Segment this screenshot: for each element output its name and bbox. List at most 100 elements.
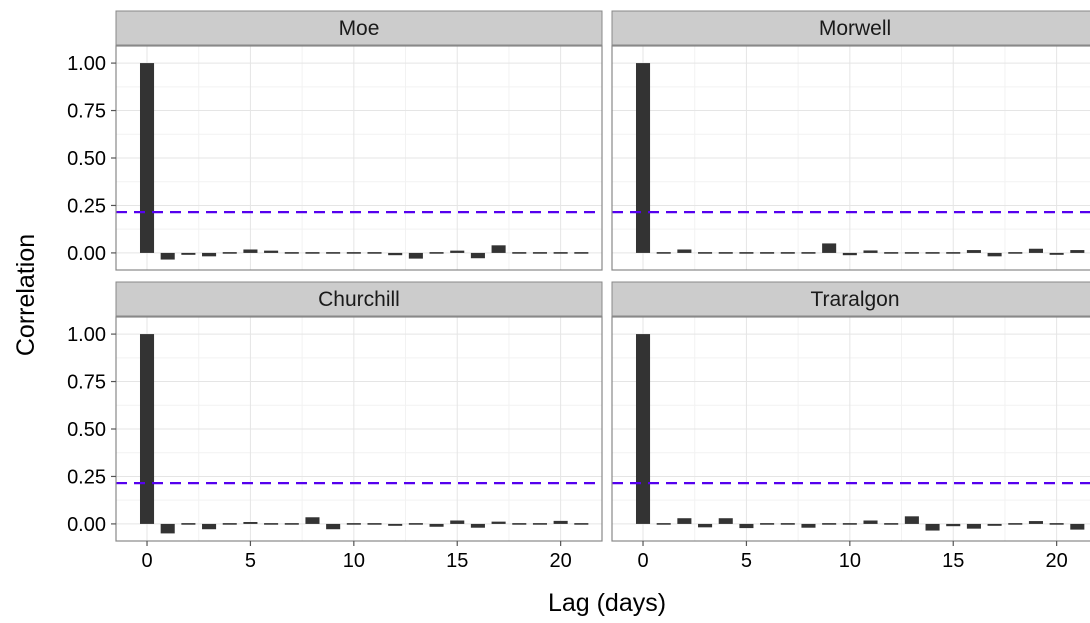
acf-bar	[243, 522, 258, 524]
acf-bar	[987, 252, 1002, 257]
panel-border	[611, 316, 1090, 542]
acf-bar	[1049, 523, 1064, 525]
x-tick-label: 15	[942, 550, 964, 572]
acf-bar	[739, 523, 754, 529]
y-tick-label: 0.75	[67, 372, 106, 394]
acf-bar	[946, 252, 961, 254]
acf-bar	[925, 252, 940, 254]
facet-strip-label: Traralgon	[810, 288, 899, 311]
acf-bar	[305, 252, 320, 254]
acf-bar	[264, 250, 279, 253]
acf-bar	[904, 516, 919, 524]
acf-bar	[946, 523, 961, 527]
acf-bar	[284, 523, 299, 525]
acf-bar	[160, 252, 175, 260]
facet-strip	[115, 281, 603, 317]
acf-bar	[408, 523, 423, 525]
acf-bar	[842, 523, 857, 525]
acf-bar	[264, 523, 279, 525]
acf-bar	[1070, 250, 1085, 253]
acf-bar	[222, 252, 237, 254]
facet-strip-label: Churchill	[318, 288, 400, 311]
acf-bar	[801, 523, 816, 528]
acf-bar	[760, 252, 775, 254]
y-tick-label: 0.00	[67, 514, 106, 536]
y-tick-label: 0.00	[67, 243, 106, 265]
acf-bar	[160, 523, 175, 534]
acf-bar	[367, 523, 382, 525]
acf-bar	[388, 252, 403, 256]
acf-bar	[904, 252, 919, 254]
acf-bar	[1049, 252, 1064, 255]
acf-bar	[822, 243, 837, 253]
acf-bar	[429, 523, 444, 527]
acf-bar	[491, 245, 506, 253]
acf-bar	[842, 252, 857, 256]
facet-strip	[115, 10, 603, 46]
panel-border	[611, 45, 1090, 271]
acf-bar	[139, 63, 155, 253]
facet-panel: Moe 0.00 0.25 0.50 0.75 1.00	[67, 10, 603, 271]
y-tick-label: 0.25	[67, 195, 106, 217]
acf-bar	[553, 520, 568, 524]
x-tick-label: 10	[839, 550, 861, 572]
acf-bar	[553, 252, 568, 254]
x-tick-label: 0	[141, 550, 152, 572]
acf-bar	[656, 523, 671, 525]
acf-bar	[925, 523, 940, 531]
acf-bar	[966, 250, 981, 253]
y-axis-title: Correlation	[12, 234, 40, 356]
acf-bar	[677, 518, 692, 524]
facet-panel: Traralgon 0 5 10 15 20	[611, 281, 1090, 572]
acf-bar	[884, 252, 899, 254]
x-axis-title: Lag (days)	[548, 589, 666, 617]
acf-bar	[284, 252, 299, 254]
facet-strip-label: Moe	[339, 17, 380, 40]
x-tick-label: 5	[245, 550, 256, 572]
acf-bar	[780, 523, 795, 525]
acf-bar	[863, 250, 878, 253]
facet-strip	[611, 10, 1090, 46]
acf-bar	[966, 523, 981, 529]
acf-bar	[139, 334, 155, 524]
y-tick-label: 0.50	[67, 148, 106, 170]
acf-bar	[470, 523, 485, 528]
acf-bar	[202, 252, 217, 257]
acf-bar	[1008, 252, 1023, 254]
x-tick-label: 20	[1046, 550, 1068, 572]
facet-strip	[611, 281, 1090, 317]
acf-bar	[243, 249, 258, 253]
acf-bar	[884, 523, 899, 525]
y-tick-label: 0.75	[67, 101, 106, 123]
acf-bar	[305, 517, 320, 524]
acf-bar	[532, 252, 547, 254]
acf-bar	[202, 523, 217, 530]
facet-panel: Churchill 0.00 0.25 0.50 0.75 1.00 0 5 10 15 20	[67, 281, 603, 572]
acf-bar	[470, 252, 485, 259]
acf-bar	[408, 252, 423, 259]
facet-strip-label: Morwell	[819, 17, 891, 40]
acf-bar	[532, 523, 547, 525]
acf-bar	[450, 520, 465, 524]
y-tick-label: 1.00	[67, 324, 106, 346]
acf-bar	[574, 252, 589, 254]
acf-bar	[718, 252, 733, 254]
acf-bar	[388, 523, 403, 526]
x-tick-label: 10	[343, 550, 365, 572]
y-tick-label: 1.00	[67, 53, 106, 75]
acf-bar	[822, 523, 837, 525]
acf-bar	[1028, 521, 1043, 524]
acf-bar	[367, 252, 382, 254]
acf-bar	[181, 252, 196, 255]
acf-bar	[181, 523, 196, 525]
y-tick-label: 0.50	[67, 419, 106, 441]
acf-bar	[1028, 248, 1043, 253]
acf-bar	[635, 63, 651, 253]
acf-bar	[718, 518, 733, 524]
x-tick-label: 5	[741, 550, 752, 572]
y-tick-label: 0.25	[67, 466, 106, 488]
acf-bar	[429, 252, 444, 254]
acf-bar	[491, 521, 506, 524]
x-tick-label: 20	[550, 550, 572, 572]
